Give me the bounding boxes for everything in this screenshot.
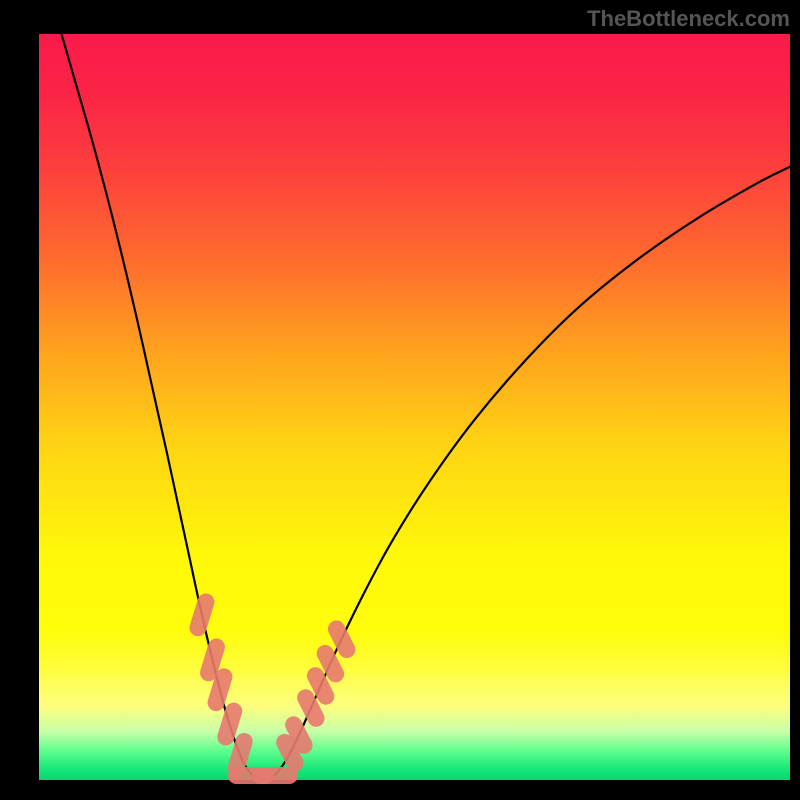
bottleneck-chart-svg: TheBottleneck.com bbox=[0, 0, 800, 800]
markers-bottom-group bbox=[228, 767, 298, 784]
curve-marker bbox=[252, 767, 298, 784]
gradient-background bbox=[39, 34, 790, 780]
attribution-text: TheBottleneck.com bbox=[587, 6, 790, 31]
chart-container: TheBottleneck.com bbox=[0, 0, 800, 800]
